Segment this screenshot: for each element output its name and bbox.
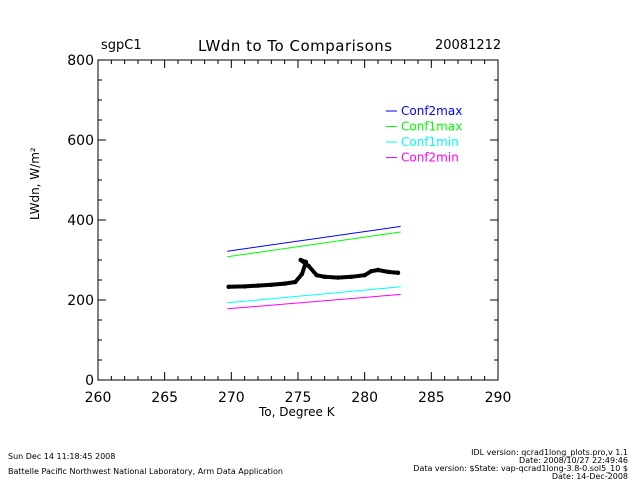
observations [226, 257, 401, 289]
series-lines [227, 225, 401, 310]
series-line-conf2min [227, 293, 401, 310]
observation-point [298, 257, 303, 263]
observation-point [282, 281, 287, 286]
observation-trace [226, 258, 400, 289]
observation-point [303, 259, 309, 265]
footer-idl-version: IDL version: qcrad1long_plots.pro,v 1.1 [471, 448, 628, 457]
observation-point [349, 274, 354, 279]
observation-point [299, 271, 305, 277]
chart-title: LWdn to To Comparisons [198, 37, 393, 55]
x-tick-label: 285 [418, 390, 445, 406]
observation-point [226, 284, 231, 289]
y-tick-label: 200 [67, 293, 94, 309]
observation-point [314, 273, 319, 278]
y-axis-label: LWdn, W/m² [28, 147, 42, 220]
x-tick-label: 260 [85, 390, 112, 406]
observation-point [269, 282, 274, 287]
x-tick-label: 265 [151, 390, 178, 406]
footer-data-version: Data version: $State: vap-qcrad1long-3.8… [413, 464, 628, 473]
site-label: sgpC1 [101, 38, 142, 53]
x-tick-label: 280 [351, 390, 378, 406]
footer-institution: Battelle Pacific Northwest National Labo… [8, 467, 283, 476]
observation-point [322, 274, 327, 279]
footer-data-date: Date: 14-Dec-2008 [551, 472, 628, 481]
x-tick-label: 290 [485, 390, 512, 406]
observation-point [306, 263, 311, 269]
date-label: 20081212 [435, 38, 502, 53]
observation-point [242, 284, 247, 289]
footer-idl-date: Date: 2008/10/27 22:49:46 [519, 456, 628, 465]
y-tick-label: 0 [85, 373, 94, 389]
x-tick-label: 275 [285, 390, 312, 406]
series-line-conf1max [227, 231, 401, 258]
y-tick-label: 800 [67, 53, 94, 69]
y-tick-label: 600 [67, 133, 94, 149]
legend-label: Conf1max [401, 120, 462, 134]
observation-point [375, 267, 381, 273]
observation-point [255, 283, 261, 288]
observation-point [386, 269, 391, 275]
observation-point [335, 275, 341, 280]
series-line-conf2max [227, 225, 401, 252]
ticks: 260 265 270 275 280 285 290 0 200 400 600 800 [67, 53, 511, 406]
x-tick-label: 270 [218, 390, 245, 406]
observation-point [369, 269, 374, 274]
footer-timestamp: Sun Dec 14 11:18:45 2008 [8, 452, 116, 461]
legend-label: Conf1min [401, 135, 459, 149]
x-axis-label: To, Degree K [259, 405, 335, 419]
observation-point [395, 270, 401, 275]
observation-point [293, 279, 298, 285]
observation-point [362, 273, 367, 278]
legend-label: Conf2min [401, 151, 459, 165]
legend-label: Conf2max [401, 104, 462, 118]
y-tick-label: 400 [67, 213, 94, 229]
series-line-conf1min [227, 286, 401, 304]
